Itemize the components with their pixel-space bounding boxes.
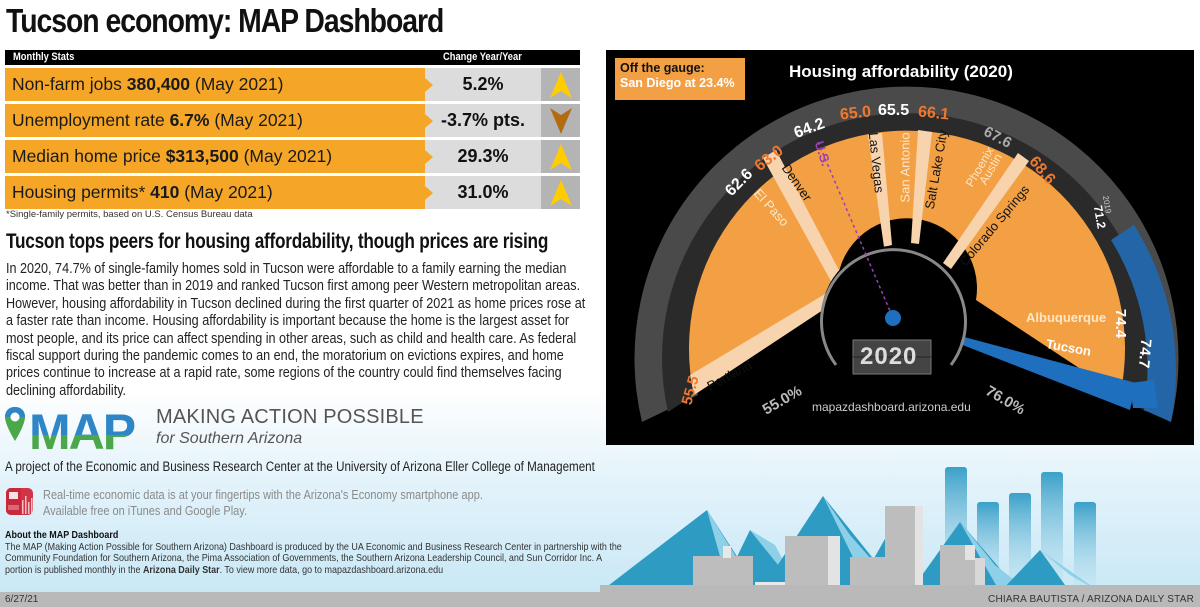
- value-san-antonio: 65.5: [878, 102, 910, 119]
- value-tucson: 74.7: [1134, 338, 1155, 369]
- stat-period: (May 2021): [238, 146, 333, 166]
- stat-period: (May 2021): [209, 110, 303, 130]
- arrow-down-icon: [541, 104, 580, 137]
- stat-value: 380,400: [126, 74, 191, 94]
- article-headline: Tucson tops peers for housing affordabil…: [6, 230, 549, 253]
- stat-value: 6.7%: [169, 110, 210, 130]
- value-las-vegas: 65.0: [839, 103, 872, 124]
- stats-header-right: Change Year/Year: [443, 51, 522, 63]
- city-albuquerque: Albuquerque: [1026, 310, 1107, 325]
- arrow-up-icon: [541, 140, 580, 173]
- value-salt-lake: 66.1: [917, 103, 950, 124]
- monthly-stats-table: Monthly Stats Change Year/Year Non-farm …: [5, 50, 580, 209]
- stats-footnote: *Single-family permits, based on U.S. Ce…: [6, 209, 253, 220]
- stat-name: Non-farm jobs: [12, 74, 127, 94]
- stat-change: 29.3%: [425, 140, 541, 173]
- stat-change: 5.2%: [425, 68, 541, 101]
- about-text: The MAP (Making Action Possible for Sout…: [5, 542, 631, 577]
- housing-affordability-gauge: Off the gauge: San Diego at 23.4% Housin…: [606, 50, 1194, 445]
- stat-name: Median home price: [12, 146, 166, 166]
- app-promo-line1: Real-time economic data is at your finge…: [43, 488, 483, 502]
- stat-label: Housing permits* 410 (May 2021): [5, 176, 433, 209]
- value-albuquerque: 74.4: [1112, 308, 1130, 339]
- app-promo-line2: Available free on iTunes and Google Play…: [43, 504, 248, 518]
- about-section: About the MAP Dashboard The MAP (Making …: [5, 530, 631, 576]
- map-logo: MAP: [5, 405, 137, 453]
- about-text-bold: Arizona Daily Star: [142, 564, 220, 576]
- gauge-chart: [634, 86, 1179, 422]
- stat-period: (May 2021): [190, 74, 284, 94]
- stat-change: -3.7% pts.: [425, 104, 541, 137]
- about-text-part2: . To view more data, go to mapazdashboar…: [219, 564, 444, 576]
- arrow-up-icon: [541, 68, 580, 101]
- stat-row-unemployment: Unemployment rate 6.7% (May 2021) -3.7% …: [5, 104, 580, 137]
- gauge-title: Housing affordability (2020): [789, 62, 1013, 81]
- stat-row-home-price: Median home price $313,500 (May 2021) 29…: [5, 140, 580, 173]
- svg-text:MAP: MAP: [29, 405, 135, 453]
- callout-text: San Diego at 23.4%: [620, 76, 735, 90]
- tagline-sub: for Southern Arizona: [156, 430, 303, 447]
- location-pin-icon: [5, 407, 25, 441]
- tagline-main: MAKING ACTION POSSIBLE: [156, 406, 424, 428]
- stat-label: Unemployment rate 6.7% (May 2021): [5, 104, 433, 137]
- stat-name: Unemployment rate: [12, 110, 170, 130]
- stat-name: Housing permits*: [12, 182, 151, 202]
- stat-label: Non-farm jobs 380,400 (May 2021): [5, 68, 433, 101]
- callout-title: Off the gauge:: [620, 61, 705, 75]
- footer-bar: 6/27/21 CHIARA BAUTISTA / ARIZONA DAILY …: [0, 592, 1200, 607]
- stat-row-permits: Housing permits* 410 (May 2021) 31.0%: [5, 176, 580, 209]
- stat-label: Median home price $313,500 (May 2021): [5, 140, 433, 173]
- stat-change: 31.0%: [425, 176, 541, 209]
- about-title: About the MAP Dashboard: [5, 530, 119, 541]
- stats-header-left: Monthly Stats: [13, 51, 75, 63]
- city-san-antonio: San Antonio: [897, 132, 913, 203]
- map-tagline: MAKING ACTION POSSIBLE for Southern Ariz…: [156, 406, 424, 448]
- publish-date: 6/27/21: [5, 594, 39, 605]
- project-line: A project of the Economic and Business R…: [5, 459, 595, 474]
- eller-app-icon: [6, 488, 33, 515]
- stat-value: 410: [150, 182, 180, 202]
- stat-value: $313,500: [165, 146, 239, 166]
- skyline-illustration: [600, 467, 1200, 592]
- stat-period: (May 2021): [179, 182, 273, 202]
- stat-row-jobs: Non-farm jobs 380,400 (May 2021) 5.2%: [5, 68, 580, 101]
- page-title: Tucson economy: MAP Dashboard: [6, 2, 444, 39]
- year-counter: 2020: [860, 343, 918, 370]
- stats-header: Monthly Stats Change Year/Year: [5, 50, 580, 65]
- callout-box: Off the gauge: San Diego at 23.4%: [615, 58, 745, 100]
- credit-line: CHIARA BAUTISTA / ARIZONA DAILY STAR: [988, 594, 1194, 605]
- about-text-part1: The MAP (Making Action Possible for Sout…: [5, 541, 622, 576]
- dashboard-url[interactable]: mapazdashboard.arizona.edu: [812, 400, 971, 414]
- article-body: In 2020, 74.7% of single-family homes so…: [6, 260, 586, 399]
- app-promo: Real-time economic data is at your finge…: [43, 487, 483, 519]
- arrow-up-icon: [541, 176, 580, 209]
